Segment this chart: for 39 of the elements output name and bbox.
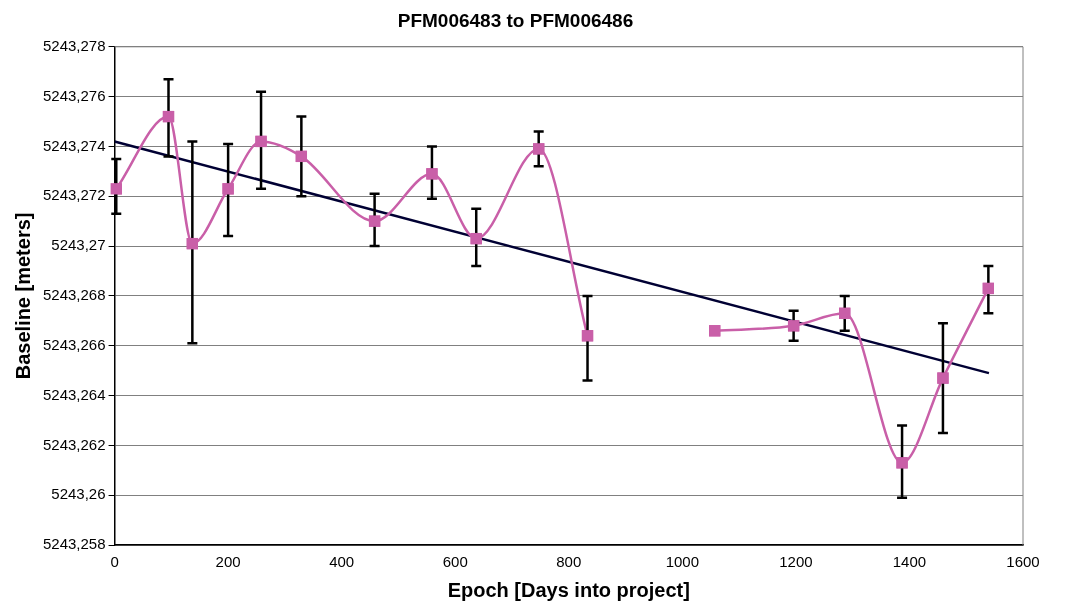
point	[186, 237, 199, 250]
point	[839, 307, 851, 319]
y-tick-label: 5243,278	[42, 36, 106, 54]
y-tick-label: 5243,262	[42, 435, 106, 453]
y-tick-label: 5243,26	[51, 485, 106, 503]
point	[426, 168, 438, 180]
x-tick-label: 400	[329, 553, 355, 571]
y-tick-label: 5243,266	[42, 335, 106, 353]
point	[162, 110, 175, 123]
point	[295, 150, 308, 163]
x-tick-label: 1200	[779, 553, 813, 571]
x-tick-label: 1000	[665, 553, 700, 571]
point	[222, 183, 234, 195]
point	[937, 372, 949, 384]
y-tick-label: 5243,274	[42, 136, 106, 154]
x-tick-label: 1600	[1006, 553, 1040, 571]
x-tick-label: 1400	[892, 553, 927, 571]
point	[470, 232, 482, 245]
y-tick-label: 5243,272	[42, 186, 106, 204]
point	[982, 282, 995, 295]
point	[581, 330, 594, 342]
x-tick-label: 200	[215, 553, 241, 571]
y-tick-label: 5243,258	[42, 535, 106, 553]
point	[896, 457, 908, 469]
y-axis-title: Baseline [meters]	[11, 212, 34, 380]
point	[787, 320, 800, 332]
y-tick-label: 5243,276	[42, 86, 106, 104]
point	[709, 325, 721, 337]
y-tick-label: 5243,264	[42, 385, 106, 403]
chart-title: PFM006483 to PFM006486	[397, 9, 634, 31]
x-tick-label: 0	[110, 553, 119, 571]
y-tick-label: 5243,268	[42, 286, 106, 304]
x-axis-title: Epoch [Days into project]	[447, 578, 690, 601]
point	[533, 143, 545, 155]
point	[255, 135, 267, 148]
y-tick-label: 5243,27	[51, 236, 106, 254]
x-tick-label: 600	[442, 553, 468, 571]
point	[368, 215, 381, 227]
x-tick-label: 800	[556, 553, 582, 571]
